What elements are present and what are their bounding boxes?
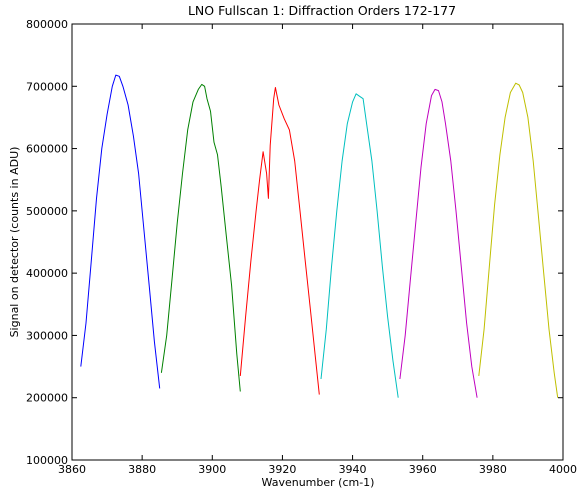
y-tick-label: 300000 [26,329,68,342]
x-axis-label: Wavenumber (cm-1) [262,476,375,489]
x-tick-label: 3920 [268,463,296,476]
x-axis: 3860 3880 3900 3920 3940 3960 3980 4000 [58,24,577,476]
chart-title: LNO Fullscan 1: Diffraction Orders 172-1… [188,3,456,18]
series-layer [80,74,559,398]
x-tick-label: 3960 [409,463,437,476]
y-tick-label: 100000 [26,454,68,467]
y-tick-label: 500000 [26,205,68,218]
y-tick-label: 400000 [26,267,68,280]
y-tick-label: 700000 [26,80,68,93]
x-tick-label: 3940 [339,463,367,476]
y-axis-label: Signal on detector (counts in ADU) [8,147,21,338]
y-tick-label: 200000 [26,392,68,405]
series-line-5 [399,88,478,398]
x-tick-label: 3980 [479,463,507,476]
series-line-2 [160,83,241,392]
plot-frame [71,23,564,461]
series-line-1 [80,74,161,389]
series-line-6 [478,82,559,398]
y-tick-label: 600000 [26,143,68,156]
x-tick-label: 3900 [198,463,226,476]
series-line-4 [320,93,399,398]
x-tick-label: 3860 [58,463,86,476]
y-tick-label: 800000 [26,18,68,31]
x-tick-label: 3880 [128,463,156,476]
x-tick-label: 4000 [549,463,577,476]
y-axis: 100000 200000 300000 400000 500000 600000 7000… [26,18,563,467]
series-line-3 [239,87,320,395]
